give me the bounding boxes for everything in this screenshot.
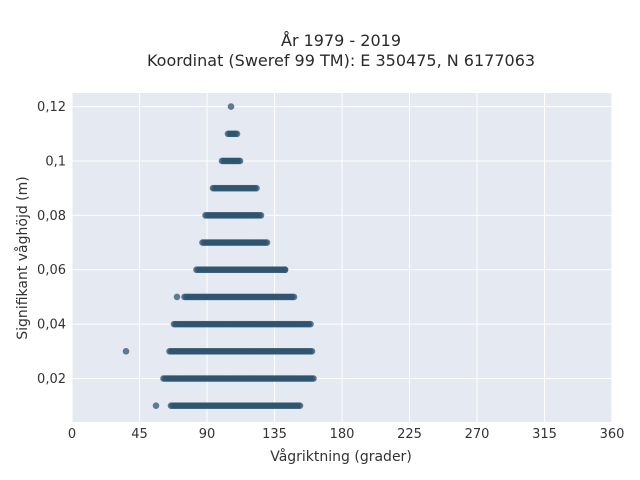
data-point: [296, 402, 304, 409]
outlier-point: [122, 348, 130, 355]
data-point: [233, 130, 241, 138]
data-band: [202, 212, 265, 219]
x-tick-label: 270: [465, 427, 490, 442]
data-band: [166, 348, 316, 355]
data-band: [170, 320, 313, 328]
y-tick-label: 0,1: [45, 154, 66, 169]
outlier-point: [173, 293, 181, 301]
x-axis-label: Vågriktning (grader): [270, 448, 412, 465]
outlier-point: [227, 103, 235, 110]
outlier-point: [152, 402, 160, 409]
x-tick-label: 0: [68, 427, 76, 442]
data-point: [236, 157, 244, 165]
x-tick-label: 180: [330, 427, 355, 442]
data-band: [224, 130, 241, 138]
y-tick-label: 0,08: [37, 209, 66, 224]
y-tick-label: 0,06: [37, 263, 66, 278]
outlier-point: [307, 320, 314, 328]
data-point: [310, 375, 317, 382]
x-tick-label: 360: [600, 427, 625, 442]
grid-lines: [71, 93, 613, 422]
chart-title-line1: År 1979 - 2019: [281, 31, 401, 50]
data-band: [193, 266, 289, 274]
y-tick-label: 0,04: [37, 318, 66, 333]
data-point: [257, 212, 265, 219]
data-point: [308, 348, 316, 355]
x-tick-label: 90: [199, 427, 216, 442]
x-tick-label: 315: [532, 427, 557, 442]
x-tick-label: 135: [262, 427, 287, 442]
outlier-point: [199, 239, 206, 246]
data-band: [200, 239, 271, 246]
chart-title-line2: Koordinat (Sweref 99 TM): E 350475, N 61…: [147, 51, 535, 70]
y-tick-labels: 0,02 0,04 0,06 0,08 0,1 0,12: [37, 100, 66, 387]
data-band: [167, 402, 304, 409]
data-point: [253, 184, 260, 192]
y-tick-label: 0,02: [37, 372, 66, 387]
x-tick-label: 45: [131, 427, 148, 442]
y-axis-label: Signifikant våghöjd (m): [14, 176, 31, 339]
data-band: [209, 184, 260, 192]
data-point: [263, 239, 271, 246]
y-tick-label: 0,12: [37, 100, 66, 115]
data-band: [160, 375, 317, 382]
data-band: [218, 157, 244, 165]
data-points: [122, 103, 317, 409]
data-band: [181, 293, 298, 301]
data-point: [290, 293, 298, 301]
x-tick-labels: 0 45 90 135 180 225 270 315 360: [68, 427, 625, 442]
x-tick-label: 225: [397, 427, 422, 442]
outlier-point: [281, 266, 289, 274]
